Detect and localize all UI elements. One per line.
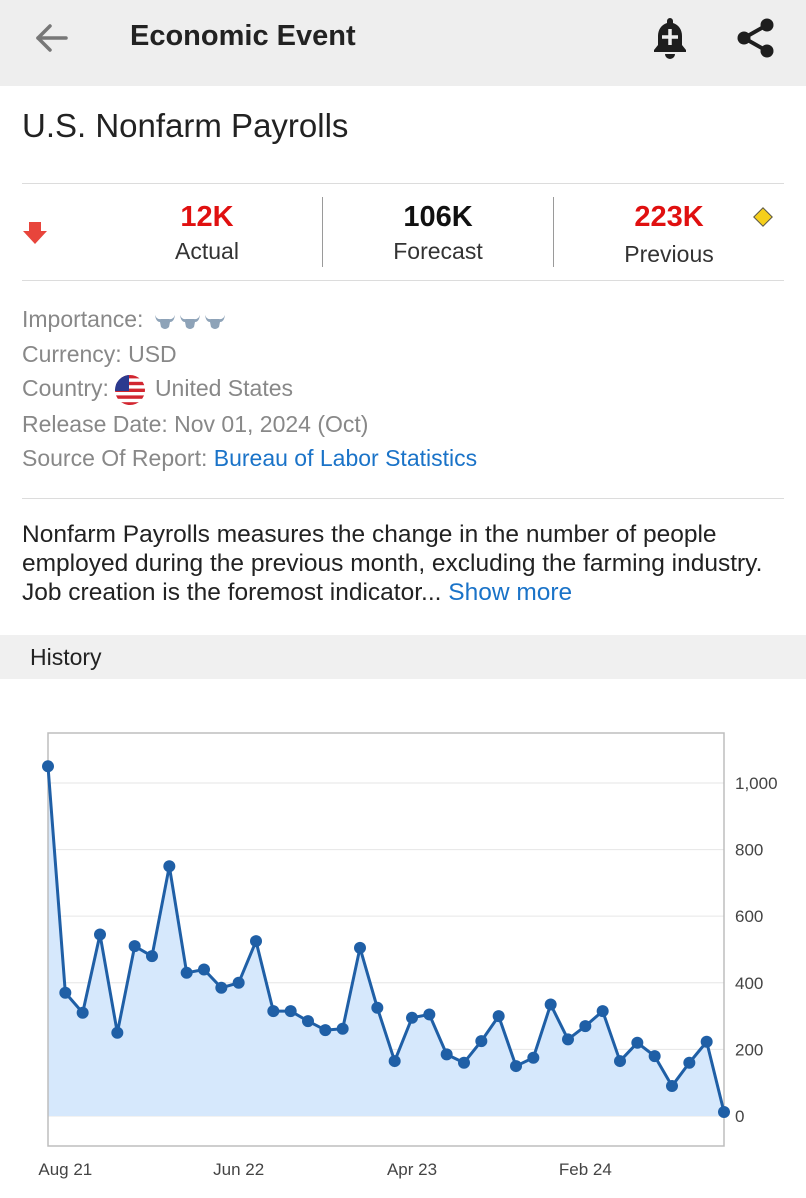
country-row: Country: United States: [22, 375, 293, 405]
bull-icon: [154, 315, 175, 330]
data-point: [510, 1060, 522, 1073]
data-point: [354, 941, 366, 954]
forecast-stat: 106K Forecast: [338, 201, 538, 265]
previous-stat: 223K Previous: [569, 201, 769, 268]
share-button[interactable]: [732, 14, 780, 62]
data-point: [215, 981, 228, 994]
previous-label: Previous: [624, 241, 714, 267]
data-point: [371, 1001, 384, 1014]
data-point: [440, 1048, 453, 1061]
data-point: [267, 1005, 280, 1018]
data-point: [94, 928, 106, 941]
data-point: [388, 1055, 401, 1068]
data-point: [76, 1006, 89, 1019]
bull-icon: [179, 315, 200, 330]
share-icon: [737, 18, 774, 58]
data-point: [614, 1055, 626, 1068]
divider: [22, 183, 784, 184]
importance-label: Importance:: [22, 306, 144, 332]
data-point: [59, 986, 72, 999]
release-date-row: Release Date: Nov 01, 2024 (Oct): [22, 411, 369, 437]
data-point: [648, 1050, 661, 1063]
stat-separator: [553, 197, 554, 267]
forecast-label: Forecast: [393, 238, 483, 264]
data-point: [128, 940, 141, 953]
source-row: Source Of Report: Bureau of Labor Statis…: [22, 445, 477, 472]
source-label: Source Of Report:: [22, 445, 208, 471]
data-point: [423, 1008, 436, 1021]
bell-plus-icon: [654, 18, 686, 59]
bull-icon: [204, 315, 225, 330]
y-tick-label: 600: [735, 907, 763, 926]
data-point: [284, 1005, 297, 1018]
us-flag-icon: [114, 375, 145, 405]
data-point: [232, 976, 245, 989]
x-tick-label: Apr 23: [387, 1160, 437, 1179]
data-point: [458, 1056, 470, 1069]
y-tick-label: 400: [735, 974, 763, 993]
data-point: [319, 1024, 332, 1037]
app-bar-title: Economic Event: [130, 20, 356, 52]
data-point: [527, 1051, 540, 1064]
data-point: [475, 1035, 488, 1048]
back-button[interactable]: [30, 18, 74, 58]
arrow-down-icon: [23, 222, 47, 244]
y-tick-label: 1,000: [735, 774, 778, 793]
data-point: [146, 950, 158, 963]
data-point: [718, 1106, 730, 1119]
importance-indicator: [154, 307, 229, 334]
data-point: [180, 966, 193, 979]
source-link[interactable]: Bureau of Labor Statistics: [213, 445, 478, 471]
data-point: [163, 860, 176, 873]
data-point: [544, 998, 557, 1011]
data-point: [336, 1022, 349, 1035]
data-point: [302, 1015, 314, 1028]
data-point: [111, 1026, 124, 1039]
y-tick-label: 0: [735, 1107, 744, 1126]
importance-row: Importance:: [22, 306, 229, 334]
plot-frame: [47, 732, 725, 1147]
area-fill: [48, 766, 724, 1117]
divider: [22, 280, 784, 281]
data-point: [631, 1036, 644, 1049]
event-description: Nonfarm Payrolls measures the change in …: [22, 520, 784, 607]
event-title: U.S. Nonfarm Payrolls: [22, 107, 349, 144]
app-bar: Economic Event: [0, 0, 806, 86]
data-point: [492, 1010, 505, 1023]
actual-value: 12K: [180, 201, 234, 233]
series-line: [46, 766, 726, 1113]
actual-stat: 12K Actual: [107, 201, 307, 265]
add-alert-button[interactable]: [644, 12, 696, 64]
country-value: United States: [154, 375, 294, 402]
show-more-link[interactable]: Show more: [448, 579, 573, 606]
arrow-left-icon: [36, 24, 68, 52]
data-point: [700, 1035, 713, 1048]
country-label: Country:: [22, 375, 109, 402]
currency-row: Currency: USD: [22, 341, 177, 367]
data-point: [596, 1005, 609, 1018]
data-point: [406, 1011, 418, 1024]
data-point: [666, 1080, 678, 1093]
actual-label: Actual: [175, 238, 239, 264]
x-tick-label: Feb 24: [559, 1160, 612, 1179]
history-chart[interactable]: 0 200 400 600 800 1,000 Aug 21 Jun 22 Apr 23 Feb …: [0, 700, 806, 1198]
description-text: Nonfarm Payrolls measures the change in …: [22, 521, 763, 606]
y-tick-label: 800: [735, 841, 763, 860]
data-point: [42, 760, 54, 773]
y-tick-label: 200: [735, 1040, 763, 1059]
data-point: [683, 1056, 696, 1069]
x-tick-label: Aug 21: [38, 1160, 92, 1179]
data-point: [198, 963, 210, 976]
x-tick-label: Jun 22: [213, 1160, 264, 1179]
history-title: History: [30, 644, 102, 670]
history-section-header: History: [0, 635, 806, 679]
previous-value: 223K: [634, 201, 704, 233]
divider: [22, 498, 784, 499]
data-point: [250, 935, 262, 948]
data-point: [562, 1033, 574, 1046]
stat-separator: [322, 197, 323, 267]
forecast-value: 106K: [403, 201, 473, 233]
data-point: [579, 1020, 592, 1033]
